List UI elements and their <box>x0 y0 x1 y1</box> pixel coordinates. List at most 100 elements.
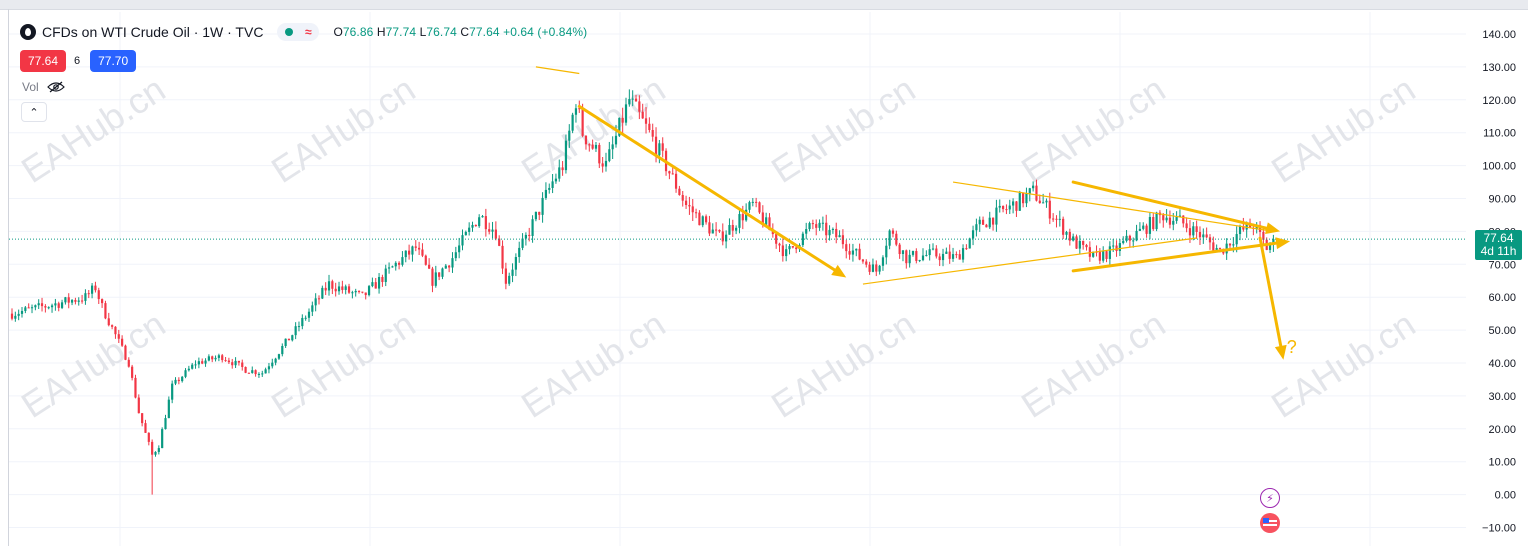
candle-body <box>985 224 988 228</box>
candle-body <box>808 223 811 230</box>
candle-body <box>634 98 638 102</box>
candle-body <box>598 144 601 164</box>
watermark-text: EAHub.cn <box>1014 68 1172 191</box>
volume-legend[interactable]: Vol <box>22 80 65 94</box>
candle-body <box>481 216 484 218</box>
candle-body <box>711 229 714 234</box>
candle-body <box>57 303 60 308</box>
candle-body <box>741 214 744 221</box>
eye-hidden-icon[interactable] <box>46 81 65 93</box>
arrow-head <box>1274 344 1287 360</box>
candle-body <box>948 251 951 259</box>
low-value: 76.74 <box>426 25 457 39</box>
candle-body <box>618 117 621 136</box>
price-tick-label: 30.00 <box>1488 391 1516 403</box>
candle-body <box>731 225 734 231</box>
candle-body <box>114 326 117 335</box>
candle-body <box>90 285 94 294</box>
candle-body <box>94 285 97 291</box>
grid <box>9 12 1466 546</box>
us-flag-icon[interactable] <box>1260 513 1280 533</box>
candle-body <box>1238 226 1242 235</box>
candle-body <box>671 173 674 175</box>
candle-body <box>247 372 251 374</box>
candle-body <box>791 246 794 248</box>
last-price-value: 77.64 <box>1483 231 1514 246</box>
candle-body <box>858 248 861 260</box>
candle-body <box>965 248 968 250</box>
candle-body <box>1272 239 1275 245</box>
candle-body <box>374 282 377 289</box>
candle-body <box>1045 200 1048 203</box>
arrow-shaft <box>577 104 836 272</box>
candle-body <box>1138 228 1142 231</box>
candle-body <box>104 303 107 319</box>
price-tick-label: 110.00 <box>1483 128 1516 140</box>
price-tick-label: 140.00 <box>1482 29 1516 41</box>
candle-body <box>50 305 54 308</box>
candle-body <box>271 362 274 367</box>
candle-body <box>131 366 134 378</box>
candle-body <box>765 217 768 225</box>
buy-button[interactable]: 77.70 <box>90 50 137 72</box>
candle-body <box>1232 244 1235 246</box>
symbol-legend[interactable]: CFDs on WTI Crude Oil · 1W · TVC ≈ O76.8… <box>20 22 587 42</box>
candle-body <box>795 247 798 250</box>
lightning-icon[interactable]: ⚡ <box>1260 488 1280 508</box>
candle-body <box>237 360 241 363</box>
collapse-legend-button[interactable]: ⌃ <box>21 102 47 122</box>
candle-body <box>681 195 684 201</box>
candle-body <box>1245 222 1248 230</box>
candle-body <box>341 286 344 290</box>
open-label: O <box>333 25 343 39</box>
symbol-title[interactable]: CFDs on WTI Crude Oil · 1W · TVC <box>42 24 264 40</box>
candle-body <box>301 317 304 327</box>
candle-body <box>77 300 80 302</box>
candle-body <box>438 272 441 277</box>
candle-body <box>387 267 391 269</box>
candle-body <box>508 275 511 284</box>
candle-body <box>70 300 74 303</box>
candle-body <box>895 233 898 245</box>
candle-body <box>701 216 704 226</box>
bar-countdown: 4d 11h <box>1480 244 1517 259</box>
candle-body <box>1072 236 1075 241</box>
market-status-pill[interactable]: ≈ <box>277 23 320 41</box>
candle-body <box>401 257 404 265</box>
candle-body <box>227 360 231 363</box>
candle-body <box>591 144 594 149</box>
candle-body <box>34 305 37 308</box>
candle-body <box>691 206 694 213</box>
volume-label: Vol <box>22 80 39 94</box>
candle-body <box>494 229 497 239</box>
candle-body <box>561 167 564 171</box>
candle-body <box>224 360 227 362</box>
sell-button[interactable]: 77.64 <box>20 50 66 72</box>
candle-body <box>127 359 130 367</box>
candle-body <box>37 303 40 306</box>
candle-body <box>721 231 724 242</box>
candle-body <box>234 360 237 366</box>
candle-body <box>17 313 20 316</box>
candle-body <box>551 181 554 188</box>
close-value: 77.64 <box>469 25 500 39</box>
candle-body <box>981 219 985 225</box>
candle-body <box>1148 217 1152 234</box>
candle-body <box>1028 188 1031 194</box>
candle-body <box>518 247 521 258</box>
candle-body <box>277 354 281 359</box>
candle-body <box>284 338 287 346</box>
candle-body <box>1262 231 1265 240</box>
candle-body <box>1068 231 1071 241</box>
candle-body <box>281 345 284 355</box>
watermark-text: EAHub.cn <box>1014 303 1172 426</box>
candle-body <box>1052 218 1055 220</box>
candle-body <box>311 305 314 312</box>
price-tick-label: 10.00 <box>1488 457 1516 469</box>
candle-body <box>658 143 661 156</box>
candle-body <box>1038 200 1041 204</box>
watermark-text: EAHub.cn <box>514 303 672 426</box>
candle-body <box>137 397 140 414</box>
candle-body <box>568 130 571 141</box>
